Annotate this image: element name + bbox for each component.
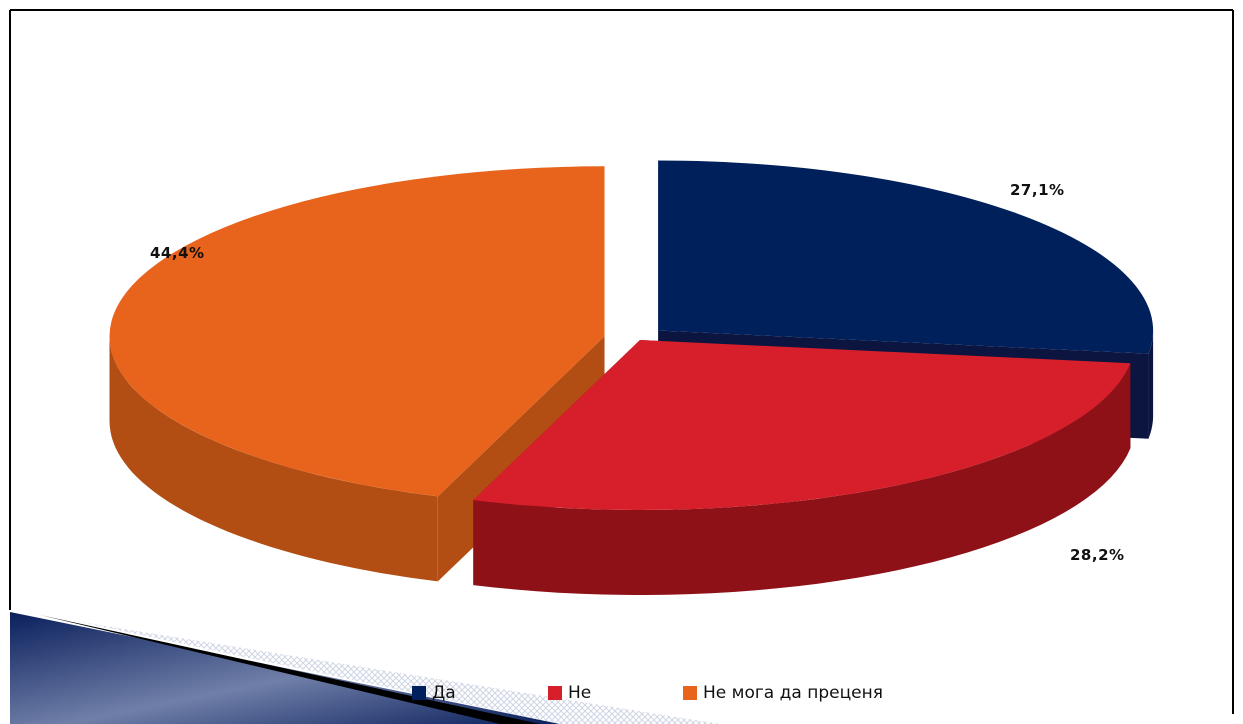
pie-slice-side-0 xyxy=(1148,330,1154,439)
pie-slice-1 xyxy=(473,340,1131,511)
legend-label-0: Да xyxy=(432,683,456,703)
data-label-2: 44,4% xyxy=(150,244,205,262)
pie-slice-2 xyxy=(109,166,605,497)
pie-slice-side-1 xyxy=(473,363,1131,595)
pie-slices xyxy=(109,160,1154,595)
pie-slice-side-2 xyxy=(109,336,438,582)
corner-decoration xyxy=(10,612,720,724)
data-label-0: 27,1% xyxy=(1010,181,1065,199)
legend-swatch-1 xyxy=(548,686,562,700)
pie-slice-0 xyxy=(658,160,1154,354)
data-labels: 27,1% 28,2% 44,4% xyxy=(150,181,1125,564)
legend-label-1: Не xyxy=(568,683,591,703)
legend: Да Не Не мога да преценя xyxy=(412,683,883,703)
legend-swatch-2 xyxy=(683,686,697,700)
legend-swatch-0 xyxy=(412,686,426,700)
data-label-1: 28,2% xyxy=(1070,546,1125,564)
chart-frame xyxy=(9,9,1234,714)
legend-label-2: Не мога да преценя xyxy=(703,683,883,703)
